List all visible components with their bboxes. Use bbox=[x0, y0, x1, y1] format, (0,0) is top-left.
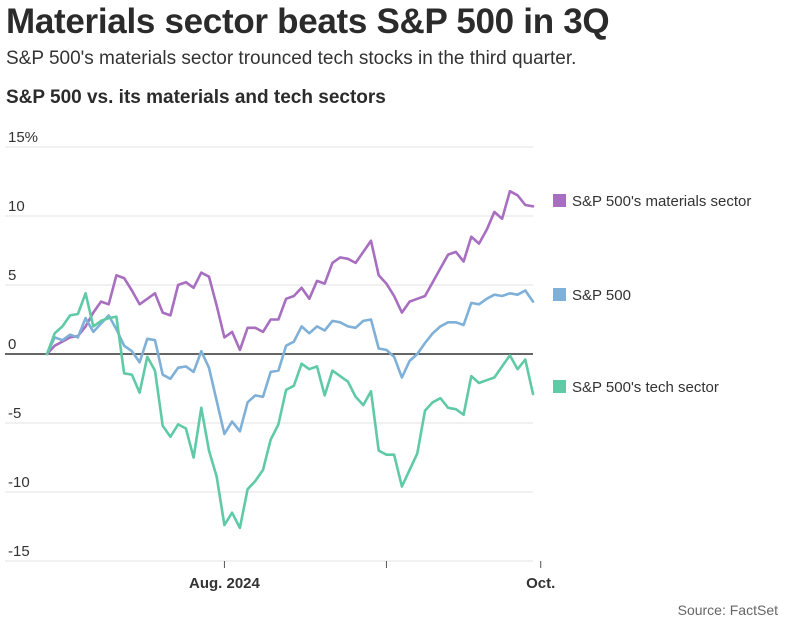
chart-title: S&P 500 vs. its materials and tech secto… bbox=[6, 87, 386, 108]
series-line bbox=[45, 289, 535, 436]
legend-swatch bbox=[553, 380, 566, 393]
legend-label: S&P 500's materials sector bbox=[572, 193, 751, 210]
source-note: Source: FactSet bbox=[677, 602, 778, 618]
y-tick-label: -15 bbox=[8, 543, 30, 560]
line-chart: 15% 10 5 0 -5 -10 -15 Aug. 2024 Oct. S&P 500's ma… bbox=[5, 129, 751, 592]
page-title: Materials sector beats S&P 500 in 3Q bbox=[6, 2, 610, 41]
y-tick-label: 10 bbox=[8, 198, 25, 215]
series-line bbox=[45, 189, 535, 356]
series-line bbox=[45, 291, 535, 530]
y-tick-label: -5 bbox=[8, 405, 21, 422]
legend-swatch bbox=[553, 194, 566, 207]
legend-label: S&P 500 bbox=[572, 287, 631, 304]
x-tick-label: Oct. bbox=[526, 575, 555, 592]
y-tick-label: -10 bbox=[8, 474, 30, 491]
x-tick-label: Aug. 2024 bbox=[189, 575, 261, 592]
legend-swatch bbox=[553, 288, 566, 301]
y-tick-label: 5 bbox=[8, 267, 16, 284]
page-subtitle: S&P 500's materials sector trounced tech… bbox=[6, 48, 577, 69]
y-tick-label: 15% bbox=[8, 129, 38, 146]
y-tick-label: 0 bbox=[8, 336, 16, 353]
legend-label: S&P 500's tech sector bbox=[572, 379, 719, 396]
